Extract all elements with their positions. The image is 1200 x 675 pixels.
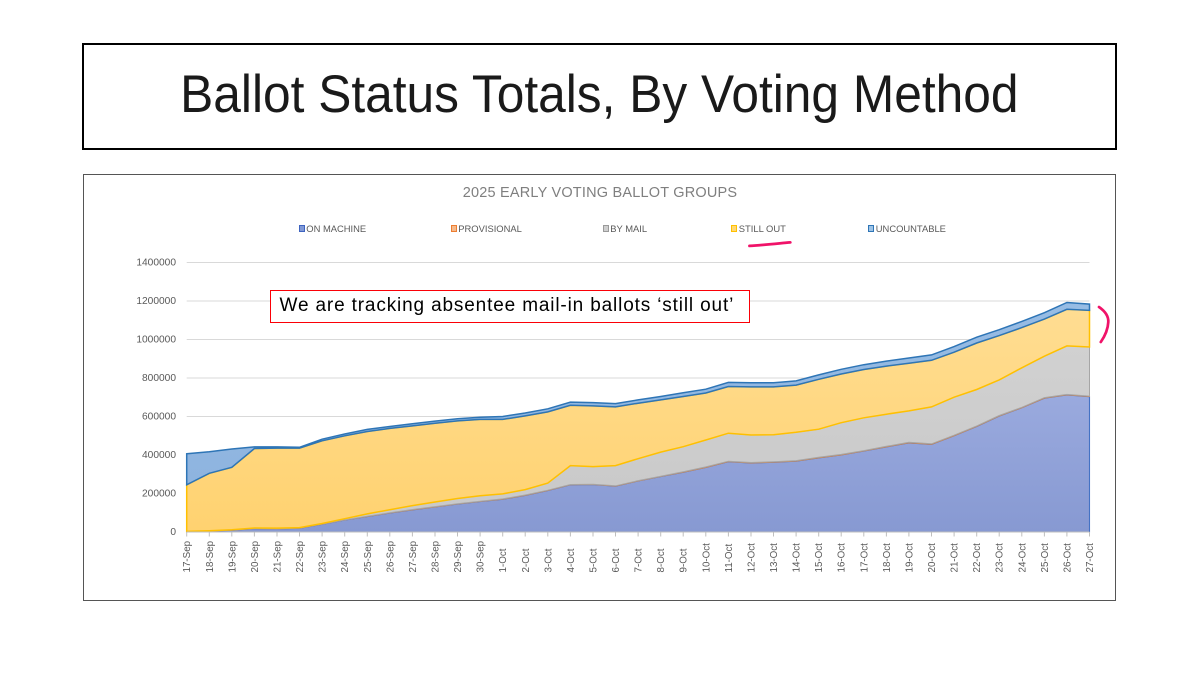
svg-text:17-Sep: 17-Sep [182,540,193,572]
svg-text:18-Sep: 18-Sep [205,540,216,572]
svg-text:20-Oct: 20-Oct [927,543,938,573]
svg-text:4-Oct: 4-Oct [566,548,577,572]
svg-text:27-Oct: 27-Oct [1085,543,1096,573]
svg-text:11-Oct: 11-Oct [724,544,735,573]
svg-text:21-Sep: 21-Sep [273,540,284,572]
svg-text:16-Oct: 16-Oct [837,543,848,573]
svg-text:1200000: 1200000 [136,296,176,307]
svg-text:22-Oct: 22-Oct [972,543,983,573]
svg-text:22-Sep: 22-Sep [295,540,306,572]
svg-text:25-Oct: 25-Oct [1040,543,1051,573]
svg-text:10-Oct: 10-Oct [701,543,712,573]
svg-text:18-Oct: 18-Oct [882,543,893,573]
svg-text:14-Oct: 14-Oct [792,543,803,573]
svg-text:30-Sep: 30-Sep [476,540,487,572]
svg-text:600000: 600000 [142,412,176,423]
svg-text:9-Oct: 9-Oct [679,548,690,572]
svg-text:28-Sep: 28-Sep [431,540,442,572]
svg-text:3-Oct: 3-Oct [543,548,554,572]
svg-text:17-Oct: 17-Oct [859,543,870,573]
svg-text:800000: 800000 [142,373,176,384]
svg-text:29-Sep: 29-Sep [453,540,464,572]
svg-text:2-Oct: 2-Oct [521,548,532,572]
svg-text:1-Oct: 1-Oct [498,548,509,572]
svg-text:13-Oct: 13-Oct [769,543,780,573]
svg-text:20-Sep: 20-Sep [250,540,261,572]
svg-text:400000: 400000 [142,450,176,461]
svg-text:15-Oct: 15-Oct [814,543,825,573]
svg-text:24-Sep: 24-Sep [340,540,351,572]
svg-text:19-Sep: 19-Sep [227,540,238,572]
svg-text:1000000: 1000000 [136,335,176,346]
svg-text:19-Oct: 19-Oct [904,543,915,573]
svg-text:21-Oct: 21-Oct [950,543,961,573]
svg-text:6-Oct: 6-Oct [611,548,622,572]
svg-text:24-Oct: 24-Oct [1017,543,1028,573]
svg-text:200000: 200000 [142,489,176,500]
svg-text:27-Sep: 27-Sep [408,540,419,572]
svg-text:23-Sep: 23-Sep [318,540,329,572]
svg-text:26-Oct: 26-Oct [1062,543,1073,573]
svg-text:7-Oct: 7-Oct [634,548,645,572]
svg-text:0: 0 [170,527,176,538]
svg-text:23-Oct: 23-Oct [995,543,1006,573]
svg-text:12-Oct: 12-Oct [747,543,758,573]
svg-text:25-Sep: 25-Sep [363,540,374,572]
svg-text:5-Oct: 5-Oct [589,548,600,572]
svg-text:26-Sep: 26-Sep [385,540,396,572]
svg-text:1400000: 1400000 [136,258,176,269]
svg-text:8-Oct: 8-Oct [656,548,667,572]
